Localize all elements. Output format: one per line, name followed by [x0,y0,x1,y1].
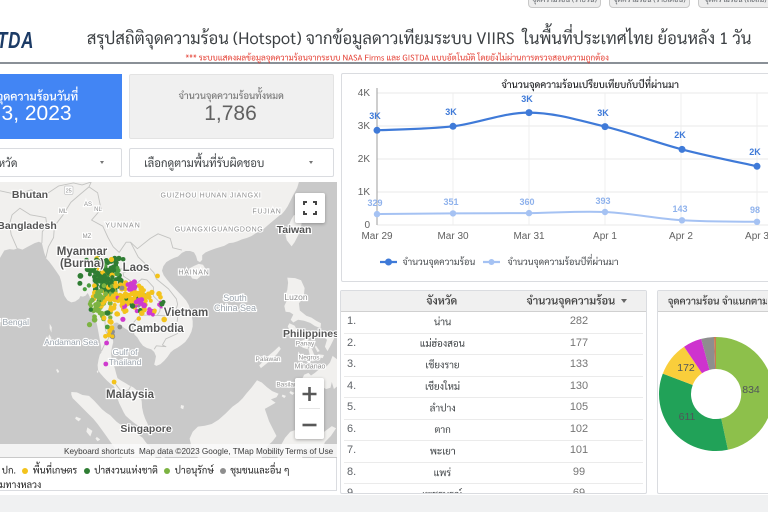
svg-text:Panay: Panay [296,341,315,348]
svg-text:Luzon: Luzon [284,292,307,302]
svg-text:Palawan: Palawan [256,356,281,363]
svg-text:Basilan: Basilan [276,382,298,389]
svg-text:GUANGXIGUANGDONG: GUANGXIGUANGDONG [175,227,264,234]
svg-text:South: South [223,293,247,303]
svg-text:ML: ML [59,209,68,215]
svg-text:China Sea: China Sea [214,303,256,313]
svg-text:Myanmar: Myanmar [57,246,108,258]
svg-text:YUNNAN: YUNNAN [105,223,141,230]
svg-text:Singapore: Singapore [120,423,172,435]
svg-text:Philippines: Philippines [283,328,337,340]
svg-text:of Bengal: of Bengal [0,317,29,327]
svg-text:Gulf of: Gulf of [112,347,138,357]
svg-text:Bhutan: Bhutan [12,189,48,201]
svg-text:25: 25 [66,189,72,195]
svg-text:NL: NL [94,207,102,213]
svg-text:Mindanao: Mindanao [295,364,326,371]
svg-text:Andaman Sea: Andaman Sea [44,337,98,347]
svg-text:HAINAN: HAINAN [178,270,209,277]
svg-text:Bangladesh: Bangladesh [0,220,57,232]
svg-text:Vietnam: Vietnam [164,307,209,319]
svg-text:AS: AS [84,202,92,208]
svg-text:MZ: MZ [83,234,92,240]
svg-text:GUIZHOU HUNAN JIANGXI: GUIZHOU HUNAN JIANGXI [161,193,262,200]
svg-text:Taiwan: Taiwan [277,224,312,236]
svg-text:Malaysia: Malaysia [106,389,155,401]
svg-text:(Burma): (Burma) [60,258,104,270]
svg-text:Negros: Negros [299,355,321,362]
svg-text:Laos: Laos [123,262,150,274]
svg-text:Cambodia: Cambodia [128,323,184,335]
svg-text:Thailand: Thailand [109,357,142,367]
svg-text:FUJIAN: FUJIAN [252,209,281,216]
